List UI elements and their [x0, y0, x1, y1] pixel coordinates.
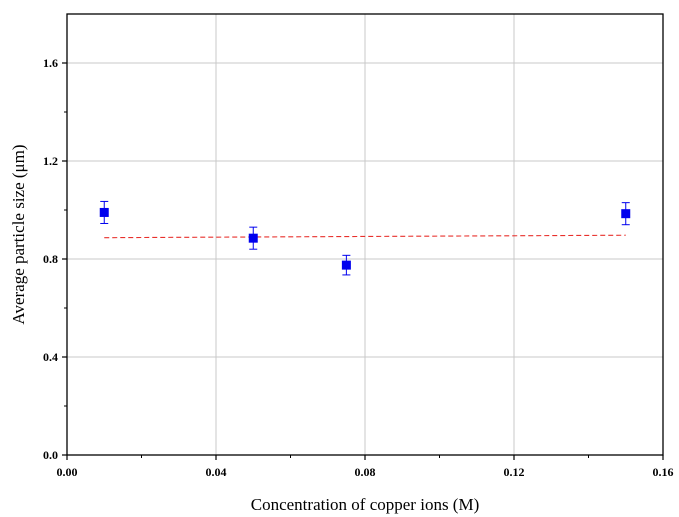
y-axis-label: Average particle size (μm)	[9, 144, 28, 324]
y-tick-label: 0.0	[43, 448, 58, 462]
data-point	[99, 207, 109, 217]
trend-line	[104, 234, 626, 239]
x-tick-label: 0.04	[206, 465, 227, 479]
grid-lines	[67, 14, 663, 455]
x-tick-label: 0.12	[504, 465, 525, 479]
y-tick-label: 1.6	[43, 56, 58, 70]
y-tick-label: 0.8	[43, 252, 58, 266]
data-point	[248, 233, 258, 243]
x-tick-label: 0.16	[653, 465, 674, 479]
data-point	[341, 260, 351, 270]
y-tick-labels: 0.0 0.4 0.8 1.2 1.6	[43, 56, 58, 462]
x-axis-label: Concentration of copper ions (M)	[251, 495, 480, 514]
x-tick-label: 0.08	[355, 465, 376, 479]
y-tick-label: 1.2	[43, 154, 58, 168]
data-points	[99, 207, 631, 270]
x-tick-labels: 0.00 0.04 0.08 0.12 0.16	[57, 465, 674, 479]
y-tick-label: 0.4	[43, 350, 58, 364]
x-tick-label: 0.00	[57, 465, 78, 479]
data-point	[621, 209, 631, 219]
trend-line-group	[104, 234, 626, 239]
axis-ticks	[62, 62, 664, 460]
